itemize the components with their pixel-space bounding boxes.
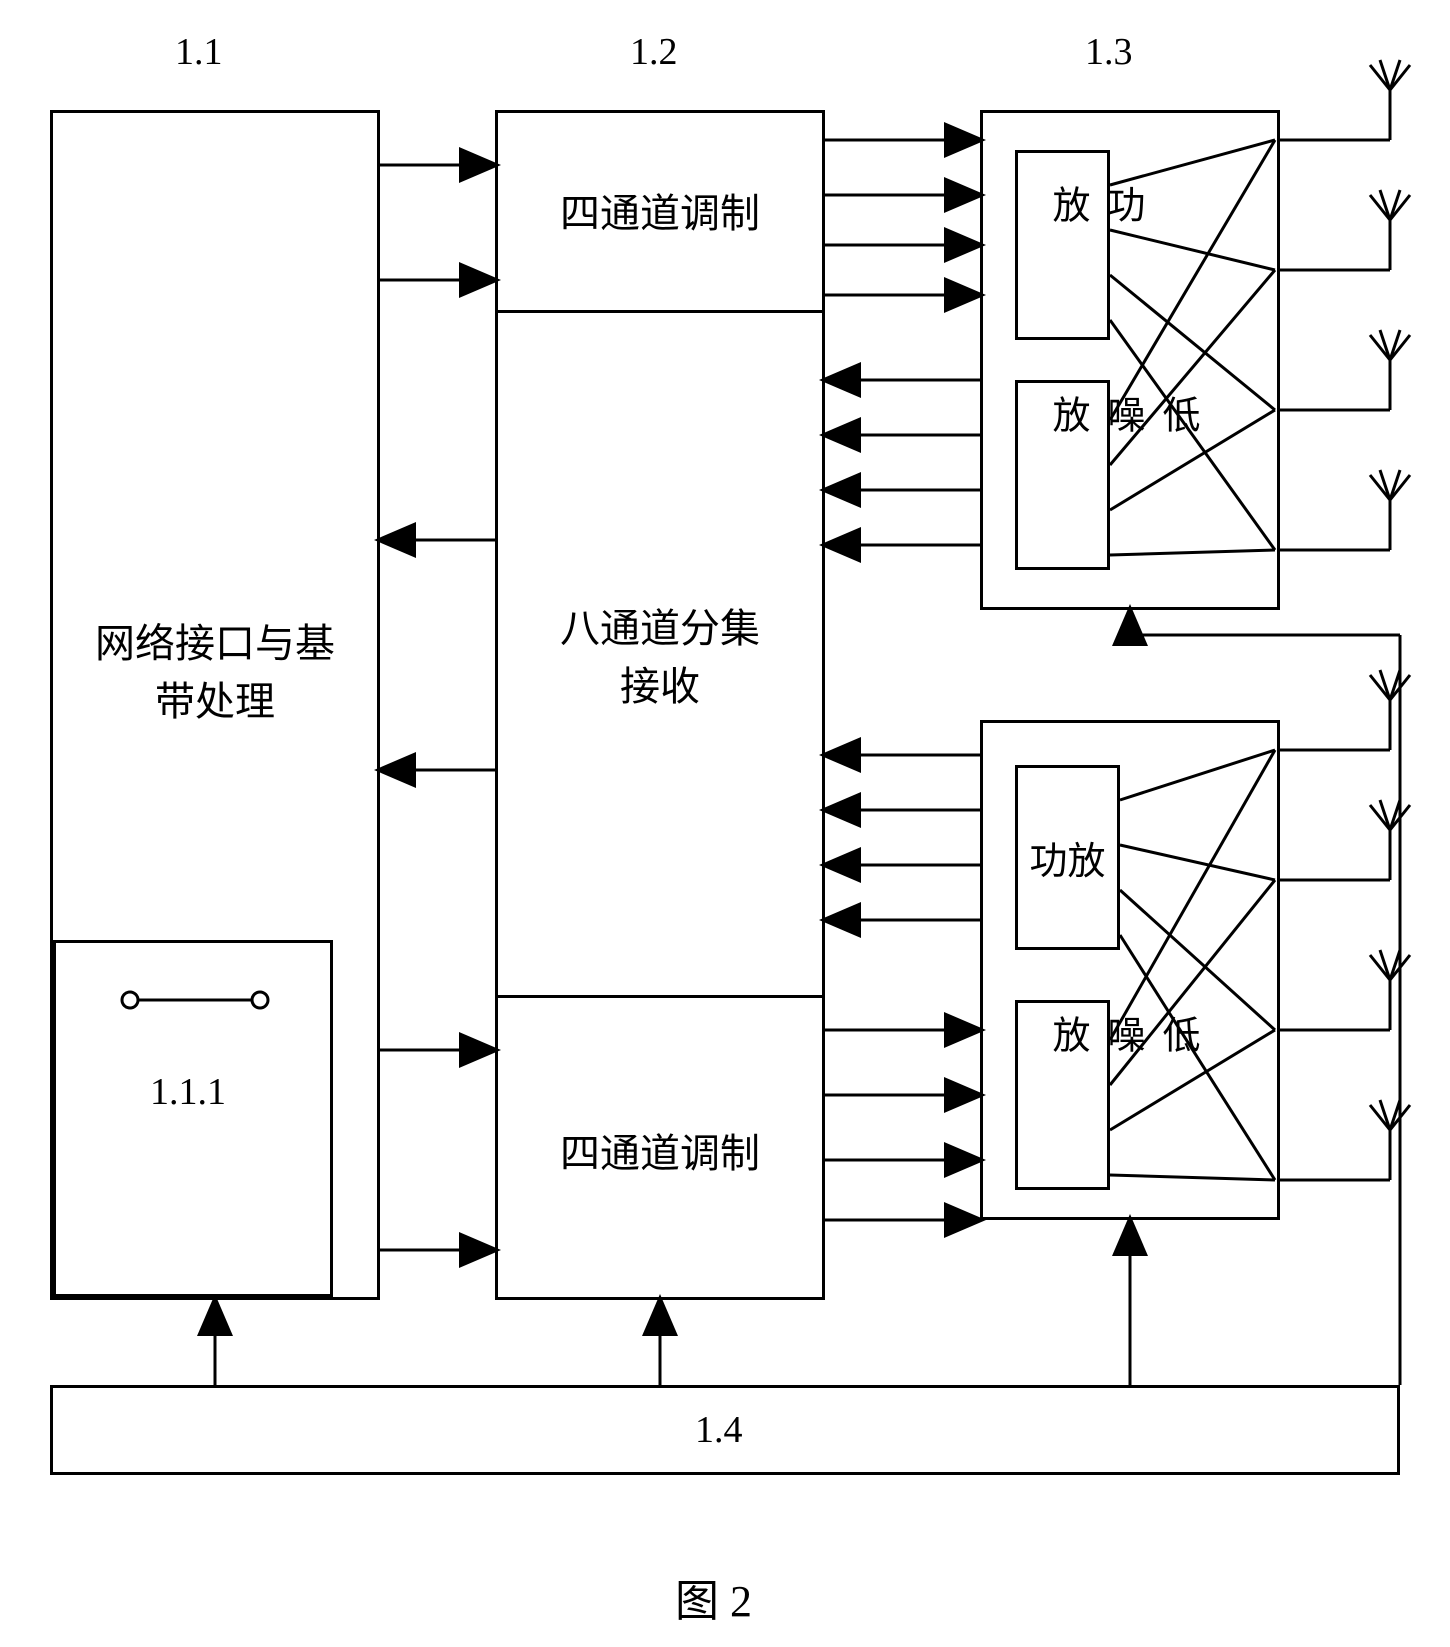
pa-bot-label: 功放 (1025, 835, 1110, 890)
pa-top-box (1015, 150, 1110, 340)
mod-top-label: 四通道调制 (520, 185, 800, 243)
sub-box-1-1-1 (53, 940, 333, 1297)
mod-bot-label: 四通道调制 (520, 1125, 800, 1183)
top-label-1-3: 1.3 (1085, 30, 1133, 74)
sub-label-1-1-1: 1.1.1 (150, 1070, 226, 1114)
figure-caption: 图 2 (675, 1565, 752, 1629)
top-label-1-1: 1.1 (175, 30, 223, 74)
diagram-canvas: 1.1 1.2 1.3 网络接口与基带处理 1.1.1 四通道调制 八通道分集接… (20, 20, 1430, 1627)
if-split-bot (495, 995, 825, 998)
if-split-top (495, 310, 825, 313)
lna-bot-label: 低噪放 (1040, 1015, 1205, 1057)
diversity-label: 八通道分集接收 (520, 600, 800, 716)
bottom-label-1-4: 1.4 (695, 1408, 743, 1452)
pa-top-label: 功放 (1040, 185, 1150, 227)
top-label-1-2: 1.2 (630, 30, 678, 74)
baseband-label: 网络接口与基带处理 (75, 615, 355, 731)
lna-top-label: 低噪放 (1040, 395, 1205, 437)
